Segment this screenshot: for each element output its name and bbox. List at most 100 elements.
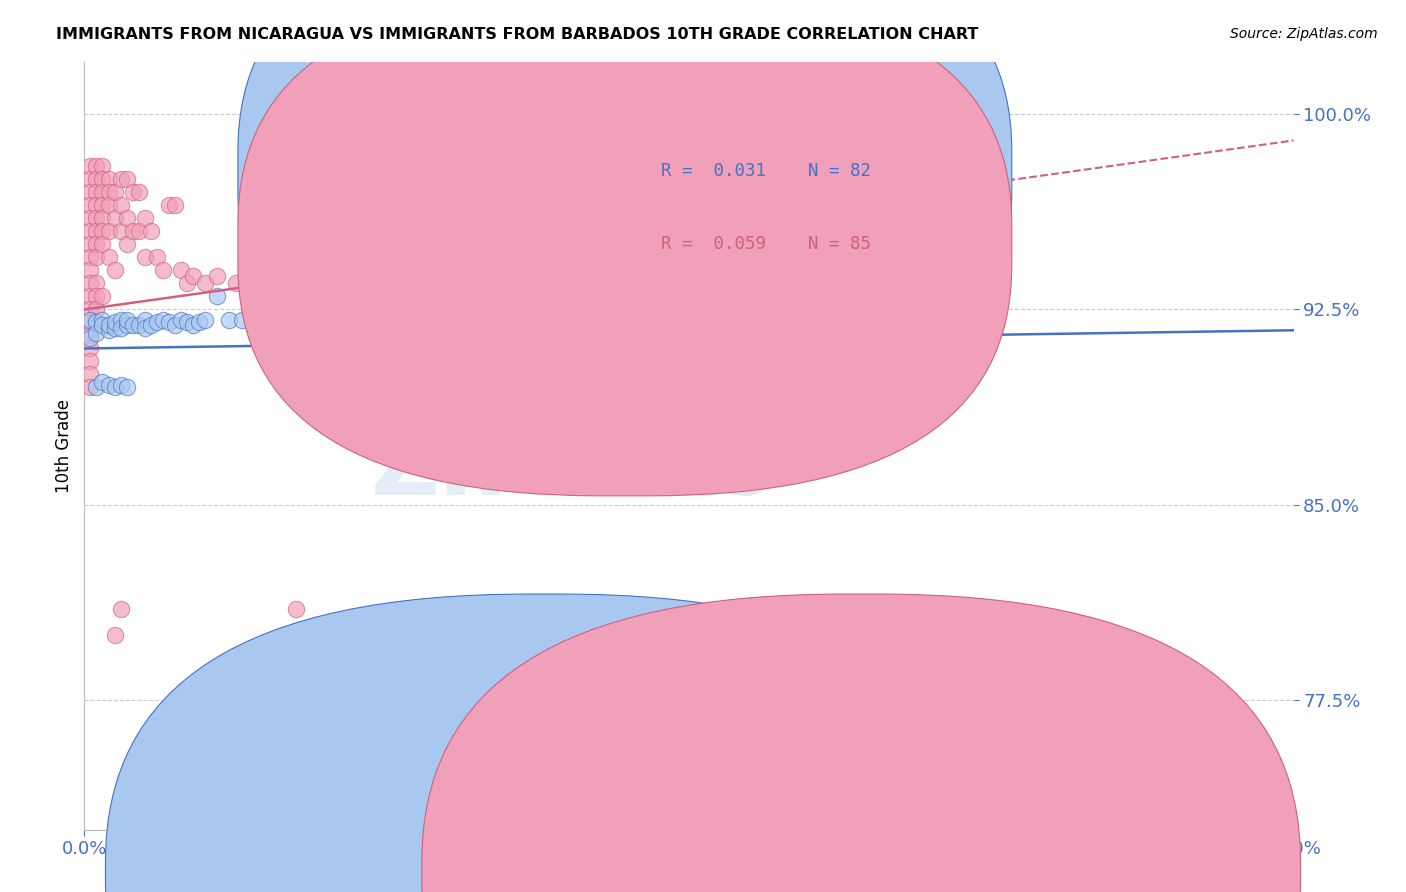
Point bbox=[328, 316, 350, 330]
Point bbox=[79, 198, 101, 212]
Point bbox=[91, 376, 114, 390]
Point bbox=[134, 313, 156, 327]
Point bbox=[467, 380, 489, 394]
Text: Immigrants from Nicaragua: Immigrants from Nicaragua bbox=[568, 863, 797, 880]
Point bbox=[79, 380, 101, 394]
Point bbox=[104, 627, 127, 641]
Point bbox=[115, 380, 138, 394]
Point bbox=[678, 380, 700, 394]
Point bbox=[86, 277, 108, 291]
Point bbox=[363, 316, 385, 330]
Point bbox=[406, 380, 429, 394]
Point bbox=[121, 224, 143, 238]
Point bbox=[176, 277, 198, 291]
Point bbox=[115, 313, 138, 327]
Point bbox=[79, 172, 101, 186]
Point bbox=[86, 237, 108, 252]
Point bbox=[86, 380, 108, 394]
Point bbox=[207, 268, 229, 283]
Point bbox=[91, 186, 114, 200]
Point bbox=[152, 263, 174, 277]
Point bbox=[242, 289, 264, 303]
Point bbox=[86, 198, 108, 212]
Point bbox=[86, 172, 108, 186]
Point bbox=[194, 313, 217, 327]
Point bbox=[278, 318, 301, 332]
Point bbox=[110, 172, 132, 186]
Point bbox=[79, 354, 101, 368]
Point bbox=[291, 316, 314, 330]
Point bbox=[188, 316, 211, 330]
Point bbox=[315, 268, 337, 283]
Point bbox=[97, 377, 120, 392]
Point bbox=[79, 331, 101, 345]
Point bbox=[104, 316, 127, 330]
Point bbox=[115, 237, 138, 252]
Point bbox=[152, 313, 174, 327]
Point bbox=[165, 318, 187, 332]
Point bbox=[967, 601, 990, 615]
Point bbox=[110, 320, 132, 334]
Point bbox=[302, 313, 325, 327]
Point bbox=[194, 277, 217, 291]
Point bbox=[115, 172, 138, 186]
Point bbox=[285, 601, 308, 615]
Point bbox=[97, 251, 120, 265]
Point bbox=[218, 313, 240, 327]
Point bbox=[641, 198, 664, 212]
Point bbox=[339, 313, 361, 327]
Point bbox=[104, 186, 127, 200]
Point bbox=[79, 342, 101, 356]
Point bbox=[799, 198, 821, 212]
Point bbox=[328, 277, 350, 291]
Point bbox=[436, 313, 458, 327]
Point bbox=[388, 313, 411, 327]
Point bbox=[165, 198, 187, 212]
Point bbox=[86, 160, 108, 174]
Point bbox=[128, 318, 150, 332]
Point bbox=[406, 277, 429, 291]
Point bbox=[79, 186, 101, 200]
Point bbox=[484, 313, 506, 327]
Point bbox=[110, 377, 132, 392]
Point bbox=[97, 318, 120, 332]
Point bbox=[134, 320, 156, 334]
Point bbox=[254, 316, 277, 330]
Point bbox=[86, 224, 108, 238]
Point bbox=[267, 313, 290, 327]
Point bbox=[146, 316, 169, 330]
Point bbox=[91, 160, 114, 174]
Point bbox=[86, 316, 108, 330]
Point bbox=[520, 313, 543, 327]
Point bbox=[91, 313, 114, 327]
Point bbox=[181, 268, 204, 283]
Point bbox=[231, 313, 253, 327]
Point bbox=[86, 211, 108, 226]
Point bbox=[665, 289, 688, 303]
Point bbox=[593, 316, 616, 330]
Point bbox=[139, 224, 162, 238]
Point bbox=[79, 251, 101, 265]
Point bbox=[97, 172, 120, 186]
Point bbox=[79, 263, 101, 277]
Point bbox=[91, 211, 114, 226]
Y-axis label: 10th Grade: 10th Grade bbox=[55, 399, 73, 493]
Point bbox=[1253, 783, 1275, 797]
Point bbox=[315, 302, 337, 317]
Point bbox=[157, 316, 180, 330]
Point bbox=[225, 277, 247, 291]
Point bbox=[449, 313, 471, 327]
Point bbox=[134, 251, 156, 265]
Point bbox=[104, 263, 127, 277]
Point bbox=[97, 198, 120, 212]
Point bbox=[254, 277, 277, 291]
Text: ZIP: ZIP bbox=[371, 423, 544, 515]
Point bbox=[302, 627, 325, 641]
Point bbox=[285, 277, 308, 291]
Text: Immigrants from Barbados: Immigrants from Barbados bbox=[884, 863, 1108, 880]
Point bbox=[1040, 680, 1063, 694]
Point bbox=[846, 160, 869, 174]
Point bbox=[79, 211, 101, 226]
Point bbox=[79, 277, 101, 291]
Point bbox=[157, 198, 180, 212]
